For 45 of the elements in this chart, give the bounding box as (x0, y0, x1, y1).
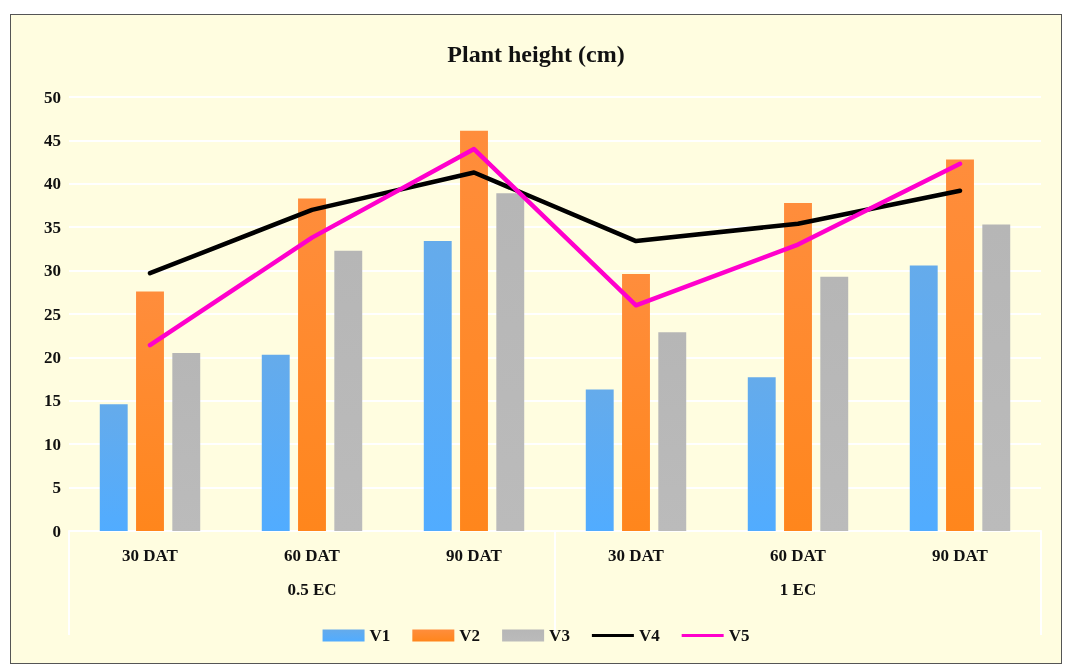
legend-label: V5 (728, 626, 750, 645)
line-series (147, 170, 963, 276)
legend-label: V2 (459, 626, 481, 645)
bar (172, 353, 201, 531)
legend-label: V1 (369, 626, 391, 645)
bar (784, 202, 812, 531)
y-tick-label: 30 (44, 261, 61, 281)
y-tick-label: 35 (44, 217, 61, 237)
y-tick-label: 10 (44, 434, 61, 454)
y-tick-label: 25 (44, 304, 61, 324)
bar (820, 276, 849, 531)
bar (298, 198, 326, 531)
bar (747, 377, 776, 531)
y-tick-label: 45 (44, 130, 61, 150)
bar (460, 130, 488, 531)
bar (946, 159, 974, 531)
bar (622, 274, 650, 531)
bar (909, 265, 938, 531)
bar (99, 404, 128, 531)
bar (982, 224, 1011, 531)
text: 1 EC (779, 580, 817, 599)
bar (261, 354, 290, 531)
y-tick-label: 15 (44, 391, 61, 411)
y-tick-label: 40 (44, 174, 61, 194)
bar (423, 241, 452, 531)
x-tick-label: 30 DAT (608, 546, 665, 565)
bar (585, 389, 614, 531)
y-tick-label: 50 (44, 87, 61, 107)
chart-title: Plant height (cm) (447, 41, 625, 67)
y-tick-label: 0 (52, 521, 61, 541)
x-tick-label: 90 DAT (446, 546, 503, 565)
x-tick-label: 60 DAT (770, 546, 827, 565)
y-tick-label: 20 (44, 347, 61, 367)
bar (136, 291, 164, 531)
line-series (147, 146, 963, 348)
legend-label: V3 (549, 626, 570, 645)
y-tick-label: 5 (52, 478, 61, 498)
x-tick-label: 30 DAT (122, 546, 179, 565)
text: 0.5 EC (287, 580, 337, 599)
x-tick-label: 90 DAT (932, 546, 989, 565)
x-tick-label: 60 DAT (284, 546, 341, 565)
legend-label: V4 (638, 626, 661, 645)
bar (334, 250, 363, 531)
bar (658, 332, 687, 531)
bar (496, 193, 525, 531)
